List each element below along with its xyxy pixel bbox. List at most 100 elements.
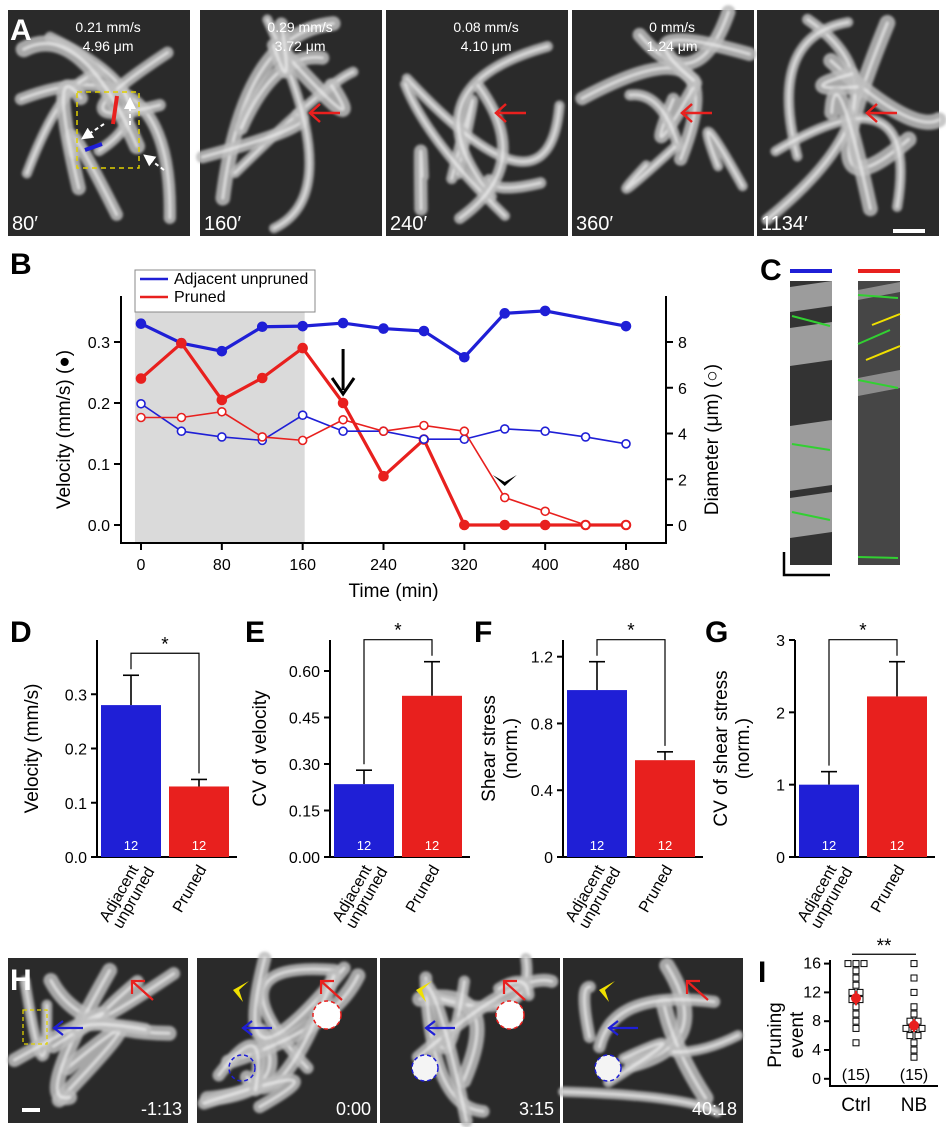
yellow-arrow (871, 313, 901, 326)
n-label: 12 (822, 838, 836, 853)
legend-box (134, 269, 316, 313)
series-point (580, 432, 591, 442)
series-point (378, 323, 389, 334)
data-point (910, 974, 918, 982)
x-tick-label: 0 (137, 557, 146, 574)
panel-a-frame-vessel-core (847, 21, 911, 170)
ablation-spot-red (312, 1000, 342, 1030)
ablation-spot-blue (228, 1054, 256, 1082)
panel-label-b: B (10, 248, 32, 281)
y-axis-label: Velocity (mm/s) (22, 684, 43, 814)
frame-diameter: 4.10 μm (461, 38, 512, 54)
y-tick-label: 2 (776, 705, 785, 722)
panel-h-frame-vessel-core (425, 984, 468, 1123)
y-tick-label: 0.30 (289, 757, 320, 774)
blue-arrow-head (241, 1020, 253, 1036)
y-tick-label: 0 (544, 850, 553, 867)
red-arrow-head (865, 103, 878, 123)
y-axis-label: Shear stress (479, 695, 500, 802)
panel-label-i: I (758, 956, 766, 989)
series-point (338, 414, 348, 425)
series-point (257, 432, 268, 442)
panel-a-frame-vessel-core (638, 10, 730, 65)
y-tick-label: 8 (812, 1013, 821, 1030)
x-tick-label: Pruned (403, 863, 444, 916)
significance-label: * (394, 621, 402, 642)
y-tick-label: 0 (812, 1071, 821, 1088)
y-axis-label: (norm.) (501, 718, 522, 779)
frame-time: -1:13 (141, 1099, 182, 1119)
frame-diameter: 4.96 μm (83, 38, 134, 54)
red-arrow-head (130, 979, 145, 994)
series-point (136, 398, 146, 409)
panel-a-frame-vessel-core (221, 22, 335, 200)
y-tick-label: 1.2 (531, 650, 553, 667)
data-point (910, 1010, 918, 1018)
series-point (378, 470, 389, 482)
data-point (902, 1024, 910, 1032)
series-point (419, 420, 429, 431)
panel-h-frame-vessel-core (424, 976, 485, 1113)
panel-a-frame-vessel-core (419, 149, 424, 211)
series-point (297, 320, 308, 332)
y-tick-label: 0.8 (531, 716, 553, 733)
y-tick-label: 16 (803, 956, 821, 973)
panel-label-d: D (10, 616, 32, 649)
chart-b: 0 80 160 240 320 400 480 0.0 0.1 0.2 0.3 0 2 4 6 8 Time … (54, 269, 723, 602)
panel-h-frame-vessel-core (57, 1029, 121, 1102)
panel-label-f: F (474, 616, 492, 649)
panel-a-frame-vessel-core (787, 20, 850, 158)
panel-a-frame-vessel-core (765, 18, 857, 222)
red-arrow-head (680, 103, 693, 123)
green-arrow (791, 315, 831, 327)
panel-c-kymographs (782, 269, 901, 577)
mean-marker (909, 1020, 919, 1031)
red-arrow-head (502, 979, 517, 994)
green-arrow (857, 294, 899, 299)
panel-label-c: C (760, 254, 782, 287)
panel-h-frame-vessel-core (217, 1044, 260, 1092)
kymo-band (790, 420, 832, 491)
series-point (620, 320, 632, 332)
n-label: 12 (890, 838, 904, 853)
panel-h: -1:13 0:00 3:15 40:18 (7, 951, 744, 1127)
series-point (256, 372, 268, 384)
ablation-spot-red (495, 1000, 525, 1030)
bar (402, 695, 462, 857)
series-point (297, 410, 308, 421)
n-label: 12 (124, 838, 138, 853)
blue-arrow-head (607, 1020, 619, 1036)
frame-time: 360′ (576, 213, 613, 235)
y-tick-label: 0.45 (289, 711, 320, 728)
n-label: 12 (658, 838, 672, 853)
series-point (176, 426, 187, 437)
y-tick-label: 0.1 (65, 796, 87, 813)
series-point (378, 426, 389, 437)
series-point (580, 520, 591, 530)
red-arrow-head (494, 103, 507, 123)
y-tick-label: 0.3 (65, 687, 87, 704)
green-arrow (791, 511, 831, 521)
panel-a-frame-vessel-core (61, 85, 83, 190)
x-tick-label: 240 (370, 557, 397, 574)
significance-bracket (363, 639, 433, 765)
data-point (906, 1032, 914, 1040)
x-tick-label: Pruned (170, 863, 211, 916)
panel-a-frame-vessel-core (456, 44, 550, 198)
data-point (852, 1024, 860, 1032)
n-label: (15) (900, 1067, 928, 1084)
data-point (910, 1039, 918, 1047)
frame-velocity: 0.21 mm/s (75, 19, 140, 35)
y-tick-label: 0.15 (289, 804, 320, 821)
flow-arrow (81, 123, 105, 140)
bar (867, 696, 927, 857)
data-point (910, 1046, 918, 1054)
panel-a-frame-vessel-core (458, 83, 505, 220)
panel-h-frame-vessel-core (202, 1078, 296, 1109)
bar (169, 786, 229, 857)
panel-label-g: G (705, 616, 728, 649)
significance-bracket (596, 639, 666, 746)
y-tick-label: 0.0 (88, 518, 110, 535)
panel-a-frame-vessel-core (233, 70, 355, 175)
